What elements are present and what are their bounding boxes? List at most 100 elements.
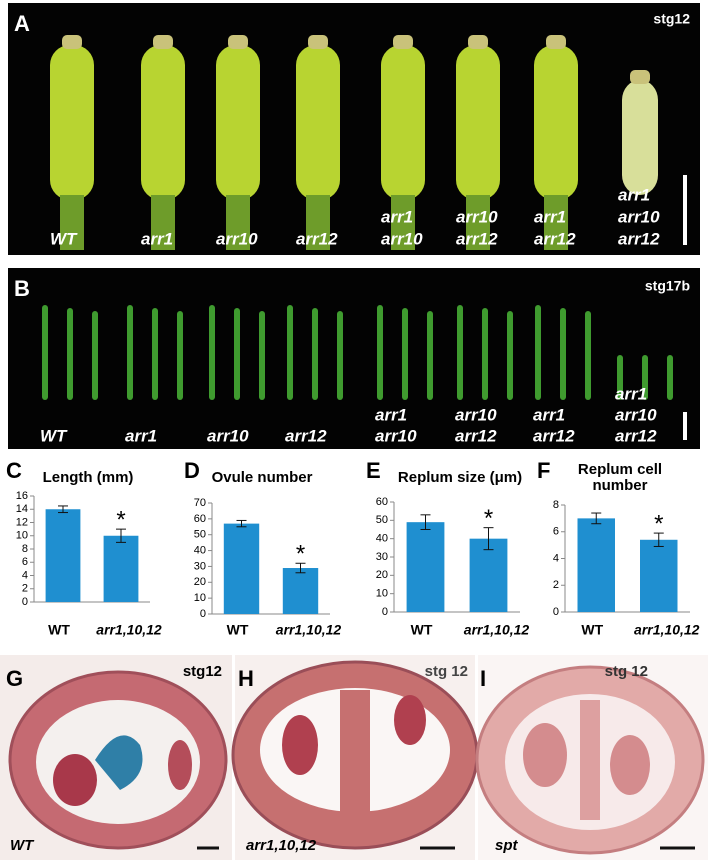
- silique: [216, 45, 260, 200]
- y-tick-label: 10: [376, 588, 388, 600]
- silique: [312, 308, 318, 400]
- silique-tip: [630, 70, 650, 84]
- silique: [642, 355, 648, 400]
- stage-label: stg 12: [425, 663, 468, 680]
- panel-letter: F: [537, 458, 550, 483]
- genotype-label: arr10: [615, 405, 657, 424]
- bar: [640, 539, 678, 612]
- genotype-label: spt: [495, 837, 519, 854]
- silique-tip: [308, 35, 328, 49]
- genotype-label: arr12: [618, 229, 660, 248]
- panel-letter: C: [6, 458, 22, 483]
- silique: [337, 311, 343, 400]
- bar: [577, 518, 615, 612]
- silique: [507, 311, 513, 400]
- silique: [456, 45, 500, 200]
- stage-label: stg12: [183, 663, 222, 680]
- silique: [177, 311, 183, 400]
- genotype-label: arr1: [381, 207, 413, 226]
- genotype-label: arr12: [533, 426, 575, 445]
- panel-h-photo: [231, 655, 479, 860]
- pedicel: [306, 195, 330, 250]
- chart-title: number: [592, 477, 647, 494]
- y-tick-label: 60: [376, 496, 388, 508]
- bar: [406, 522, 445, 612]
- y-tick-label: 70: [194, 497, 206, 509]
- y-tick-label: 20: [194, 576, 206, 588]
- chart-title: Replum cell: [578, 461, 662, 478]
- genotype-label: arr12: [615, 426, 657, 445]
- genotype-label: arr1: [533, 405, 565, 424]
- genotype-label: arr12: [456, 229, 498, 248]
- pedicel: [391, 195, 415, 250]
- panel-b-photo: [8, 268, 700, 449]
- genotype-label: arr12: [285, 426, 327, 445]
- pedicel: [226, 195, 250, 250]
- silique: [127, 305, 133, 400]
- silique: [234, 308, 240, 400]
- silique-tip: [153, 35, 173, 49]
- silique: [457, 305, 463, 400]
- panel-letter: E: [366, 458, 381, 483]
- genotype-label: arr12: [455, 426, 497, 445]
- silique: [585, 311, 591, 400]
- x-tick-label: arr1,10,12: [96, 622, 162, 638]
- pedicel: [466, 195, 490, 250]
- silique: [482, 308, 488, 400]
- genotype-label: arr1: [125, 426, 157, 445]
- bar: [223, 523, 260, 614]
- genotype-label: arr1: [141, 229, 173, 248]
- genotype-label: arr1: [534, 207, 566, 226]
- genotype-label: WT: [50, 229, 78, 248]
- x-tick-label: WT: [581, 622, 603, 638]
- silique: [667, 355, 673, 400]
- pedicel: [151, 195, 175, 250]
- x-tick-label: arr1,10,12: [634, 622, 700, 638]
- y-tick-label: 10: [16, 530, 28, 542]
- y-tick-label: 14: [16, 503, 28, 515]
- genotype-label: arr10: [618, 207, 660, 226]
- x-tick-label: arr1,10,12: [464, 622, 530, 638]
- bar: [282, 568, 319, 614]
- genotype-label: arr10: [375, 426, 417, 445]
- y-tick-label: 30: [376, 551, 388, 563]
- silique-tip: [393, 35, 413, 49]
- y-tick-label: 0: [553, 606, 559, 618]
- silique-tip: [468, 35, 488, 49]
- silique-tip: [546, 35, 566, 49]
- y-tick-label: 6: [553, 526, 559, 538]
- y-tick-label: 8: [22, 543, 28, 555]
- chart-title: Replum size (μm): [398, 469, 522, 486]
- bar: [103, 535, 139, 602]
- panel-letter: I: [480, 666, 486, 691]
- panel-letter: D: [184, 458, 200, 483]
- y-tick-label: 0: [200, 608, 206, 620]
- genotype-label: WT: [10, 837, 35, 854]
- genotype-label: arr12: [296, 229, 338, 248]
- genotype-label: arr1: [615, 384, 647, 403]
- panel-letter: A: [14, 11, 30, 36]
- genotype-label: arr10: [216, 229, 258, 248]
- y-tick-label: 2: [553, 579, 559, 591]
- genotype-label: arr1: [375, 405, 407, 424]
- y-tick-label: 4: [553, 552, 559, 564]
- y-tick-label: 2: [22, 583, 28, 595]
- silique: [622, 80, 658, 195]
- y-tick-label: 0: [382, 606, 388, 618]
- y-tick-label: 50: [194, 529, 206, 541]
- silique: [92, 311, 98, 400]
- panel-a-photo: [8, 3, 700, 255]
- genotype-label: arr1: [618, 185, 650, 204]
- annotation: *: [296, 541, 305, 568]
- silique: [377, 305, 383, 400]
- genotype-label: arr1,10,12: [246, 837, 317, 854]
- x-tick-label: WT: [411, 622, 433, 638]
- silique-tip: [228, 35, 248, 49]
- x-tick-label: WT: [48, 622, 70, 638]
- panel-g-photo: [0, 655, 232, 860]
- silique: [296, 45, 340, 200]
- y-tick-label: 10: [194, 592, 206, 604]
- chart-title: Ovule number: [212, 469, 313, 486]
- y-tick-label: 20: [376, 569, 388, 581]
- y-tick-label: 40: [376, 533, 388, 545]
